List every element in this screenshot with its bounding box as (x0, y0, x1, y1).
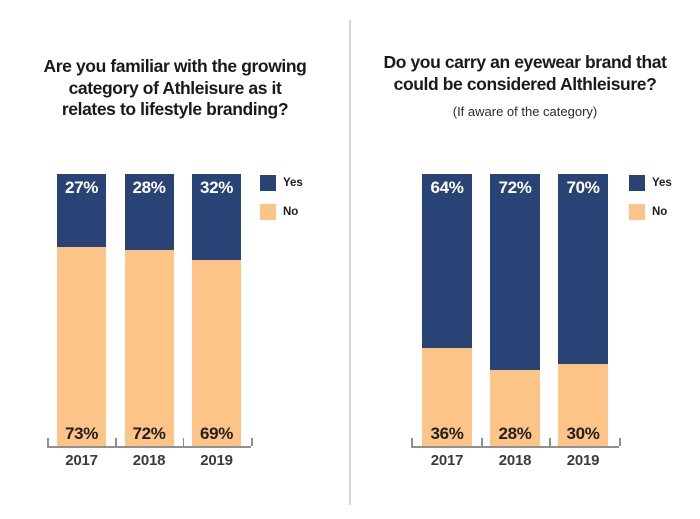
category-label: 2017 (430, 452, 464, 469)
value-label-yes: 27% (64, 178, 99, 197)
value-label-yes: 32% (199, 178, 234, 197)
value-label-no: 30% (566, 424, 600, 443)
legend-label-yes: Yes (283, 177, 303, 189)
category-label: 2019 (566, 452, 600, 469)
chart-panel-athleisure-familiarity: Are you familiar with the growing catego… (0, 56, 350, 469)
axis-tick (549, 438, 551, 446)
bar-segment-yes (422, 174, 472, 349)
bar-segment-no (124, 250, 174, 446)
chart-baseline (47, 446, 251, 448)
title-line: relates to lifestyle branding? (61, 99, 289, 119)
bar-segment-yes (124, 174, 174, 251)
legend-item-yes: Yes (260, 175, 303, 191)
axis-tick (619, 438, 621, 446)
bar-segment-yes (192, 174, 241, 261)
legend-item-no: No (260, 204, 303, 220)
chart-subtitle: (If aware of the category) (452, 104, 598, 119)
stacked-bar-2018: 28% 72% (124, 174, 174, 446)
category-label: 2018 (498, 452, 532, 469)
panel-divider (349, 20, 351, 505)
axis-tick (411, 438, 413, 446)
value-label-no: 73% (64, 424, 99, 443)
category-label: 2018 (132, 452, 166, 469)
bar-segment-yes (558, 174, 608, 365)
legend-label-no: No (652, 206, 668, 218)
axis-tick (47, 438, 49, 446)
bar-segment-no (558, 364, 608, 446)
value-label-yes: 28% (132, 178, 166, 197)
value-label-no: 36% (430, 424, 464, 443)
value-label-no: 72% (132, 424, 166, 443)
category-label: 2017 (65, 452, 98, 469)
legend-swatch-no (629, 204, 645, 220)
stacked-bar-2019: 32% 69% (192, 174, 241, 446)
title-line: could be considered Althleisure? (393, 73, 657, 94)
bar-segment-no (422, 348, 472, 446)
axis-tick (182, 438, 185, 446)
legend-swatch-no (260, 204, 276, 220)
stacked-bar-2017: 27% 73% (57, 174, 106, 446)
value-label-yes: 72% (498, 178, 532, 197)
title-line: category of Athleisure as it (68, 77, 282, 98)
chart-panel-eyewear-brand: Do you carry an eyewear brand that could… (350, 0, 700, 519)
value-label-no: 28% (498, 424, 532, 443)
bar-segment-no (192, 260, 241, 446)
chart-baseline (411, 446, 619, 448)
bar-segment-yes (490, 174, 540, 370)
legend-label-no: No (283, 206, 299, 218)
chart-title: Are you familiar with the growing catego… (0, 56, 350, 121)
legend-item-yes: Yes (629, 175, 672, 191)
value-label-no: 69% (199, 424, 234, 443)
axis-tick (251, 438, 253, 446)
stacked-bar-2018: 72% 28% (490, 174, 540, 446)
bar-segment-no (57, 247, 106, 446)
bar-segment-yes (57, 174, 106, 248)
bar-segment-no (490, 369, 540, 446)
category-label: 2019 (200, 452, 233, 469)
legend-label-yes: Yes (652, 177, 672, 189)
title-line: Are you familiar with the growing (43, 56, 307, 76)
axis-tick (115, 438, 117, 446)
legend-swatch-yes (260, 175, 276, 191)
legend: Yes No (629, 175, 672, 233)
legend: Yes No (260, 175, 303, 233)
title-line: Do you carry an eyewear brand that (383, 52, 667, 72)
stacked-bar-2017: 64% 36% (422, 174, 472, 446)
legend-item-no: No (629, 204, 672, 220)
plot-area: 27% 73% 2017 28% 72% 2018 32% 69% 2019 (47, 174, 253, 469)
stacked-bar-2019: 70% 30% (558, 174, 608, 446)
chart-title: Do you carry an eyewear brand that could… (350, 52, 700, 95)
axis-tick (481, 438, 483, 446)
value-label-yes: 70% (566, 178, 600, 197)
legend-swatch-yes (629, 175, 645, 191)
plot-area: 64% 36% 2017 72% 28% 2018 70% 30% 2019 (350, 0, 700, 519)
value-label-yes: 64% (430, 178, 464, 197)
